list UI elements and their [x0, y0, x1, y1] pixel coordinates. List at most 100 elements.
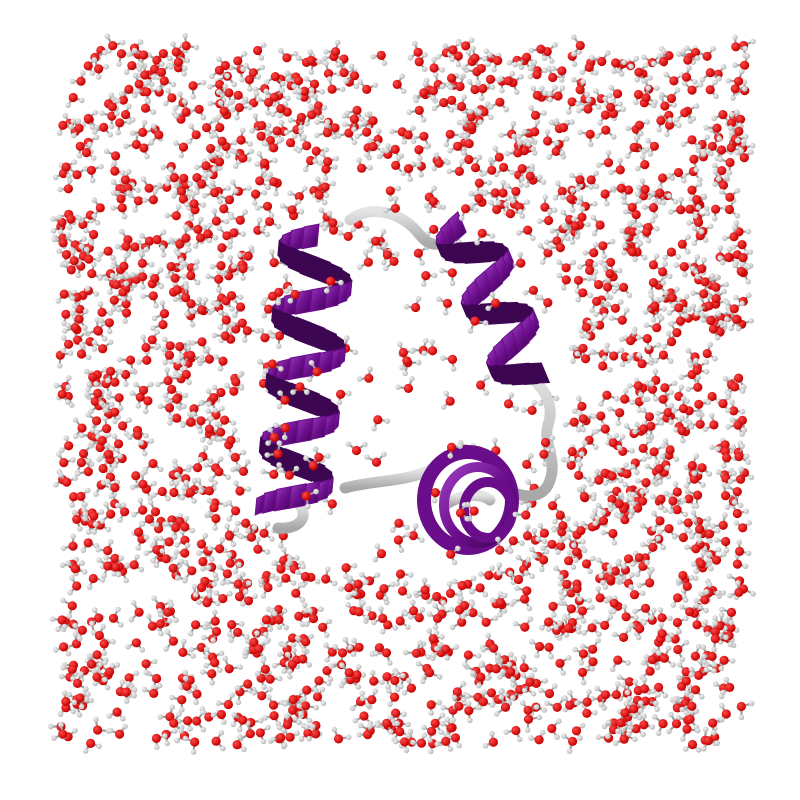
hydrogen-atom	[205, 408, 211, 414]
oxygen-atom	[222, 569, 232, 579]
hydrogen-atom	[298, 209, 305, 215]
oxygen-atom	[600, 620, 610, 631]
hydrogen-atom	[655, 730, 662, 737]
oxygen-atom	[169, 718, 179, 728]
oxygen-atom	[666, 93, 677, 104]
oxygen-atom	[204, 424, 214, 434]
hydrogen-atom	[232, 312, 238, 319]
hydrogen-atom	[130, 271, 136, 278]
hydrogen-atom	[331, 580, 338, 587]
hydrogen-atom	[132, 207, 138, 213]
hydrogen-atom	[653, 253, 660, 259]
oxygen-atom	[414, 613, 424, 623]
hydrogen-atom	[175, 204, 182, 210]
oxygen-atom	[640, 160, 650, 170]
hydrogen-atom	[327, 509, 334, 516]
hydrogen-atom	[139, 647, 146, 653]
hydrogen-atom	[650, 190, 656, 196]
oxygen-atom	[327, 499, 337, 509]
oxygen-atom	[330, 123, 340, 133]
hydrogen-atom	[318, 207, 325, 213]
hydrogen-atom	[177, 91, 183, 97]
oxygen-atom	[204, 486, 214, 496]
hydrogen-atom	[212, 572, 219, 578]
hydrogen-atom	[143, 246, 150, 253]
hydrogen-atom	[136, 359, 142, 365]
hydrogen-atom	[577, 461, 584, 468]
hydrogen-atom	[729, 399, 735, 406]
hydrogen-atom	[209, 307, 215, 314]
hydrogen-atom	[712, 355, 718, 362]
hydrogen-atom	[401, 711, 407, 718]
hydrogen-atom	[151, 480, 157, 487]
hydrogen-atom	[120, 39, 126, 46]
oxygen-atom	[357, 163, 367, 173]
hydrogen-atom	[717, 245, 724, 251]
hydrogen-atom	[258, 717, 264, 724]
hydrogen-atom	[363, 579, 369, 585]
hydrogen-atom	[78, 243, 85, 250]
oxygen-atom	[150, 507, 161, 517]
hydrogen-atom	[133, 670, 140, 677]
hydrogen-atom	[508, 651, 514, 658]
hydrogen-atom	[455, 61, 462, 68]
hydrogen-atom	[622, 481, 628, 488]
hydrogen-atom	[544, 239, 550, 246]
hydrogen-atom	[212, 407, 219, 414]
hydrogen-atom	[649, 724, 656, 730]
hydrogen-atom	[637, 240, 644, 247]
hydrogen-atom	[157, 714, 163, 720]
hydrogen-atom	[339, 86, 346, 93]
water-molecule	[367, 128, 383, 145]
oxygen-atom	[530, 110, 541, 120]
hydrogen-atom	[320, 700, 327, 707]
hydrogen-atom	[168, 358, 174, 365]
hydrogen-atom	[211, 208, 218, 214]
oxygen-atom	[198, 557, 208, 567]
hydrogen-atom	[284, 70, 291, 76]
hydrogen-atom	[553, 140, 560, 146]
water-molecule	[95, 539, 114, 556]
hydrogen-atom	[718, 612, 725, 618]
oxygen-atom	[702, 51, 712, 61]
oxygen-atom	[707, 651, 717, 662]
hydrogen-atom	[137, 39, 144, 45]
hydrogen-atom	[107, 289, 113, 296]
oxygen-atom	[105, 667, 115, 677]
hydrogen-atom	[365, 605, 372, 612]
oxygen-atom	[392, 79, 402, 89]
hydrogen-atom	[745, 228, 752, 235]
hydrogen-atom	[217, 456, 224, 462]
oxygen-atom	[639, 720, 649, 730]
hydrogen-atom	[164, 740, 170, 747]
hydrogen-atom	[125, 643, 131, 650]
oxygen-atom	[737, 240, 747, 250]
hydrogen-atom	[367, 138, 373, 144]
oxygen-atom	[89, 229, 99, 240]
hydrogen-atom	[500, 179, 507, 186]
hydrogen-atom	[549, 58, 555, 64]
hydrogen-atom	[723, 547, 730, 554]
hydrogen-atom	[96, 743, 102, 750]
oxygen-atom	[224, 664, 234, 674]
hydrogen-atom	[97, 251, 104, 257]
hydrogen-atom	[222, 655, 228, 662]
hydrogen-atom	[559, 594, 565, 601]
oxygen-atom	[481, 617, 491, 627]
water-molecule	[608, 84, 623, 105]
hydrogen-atom	[655, 691, 661, 698]
hydrogen-atom	[265, 724, 271, 731]
hydrogen-atom	[713, 681, 719, 687]
oxygen-atom	[620, 394, 630, 404]
hydrogen-atom	[560, 670, 566, 676]
oxygen-atom	[711, 204, 721, 214]
hydrogen-atom	[478, 662, 484, 669]
hydrogen-atom	[420, 117, 427, 123]
hydrogen-atom	[206, 237, 213, 244]
hydrogen-atom	[721, 288, 727, 295]
oxygen-atom	[368, 116, 378, 126]
hydrogen-atom	[120, 715, 126, 722]
oxygen-atom	[178, 647, 188, 658]
oxygen-atom	[294, 611, 304, 621]
oxygen-atom	[603, 158, 614, 168]
